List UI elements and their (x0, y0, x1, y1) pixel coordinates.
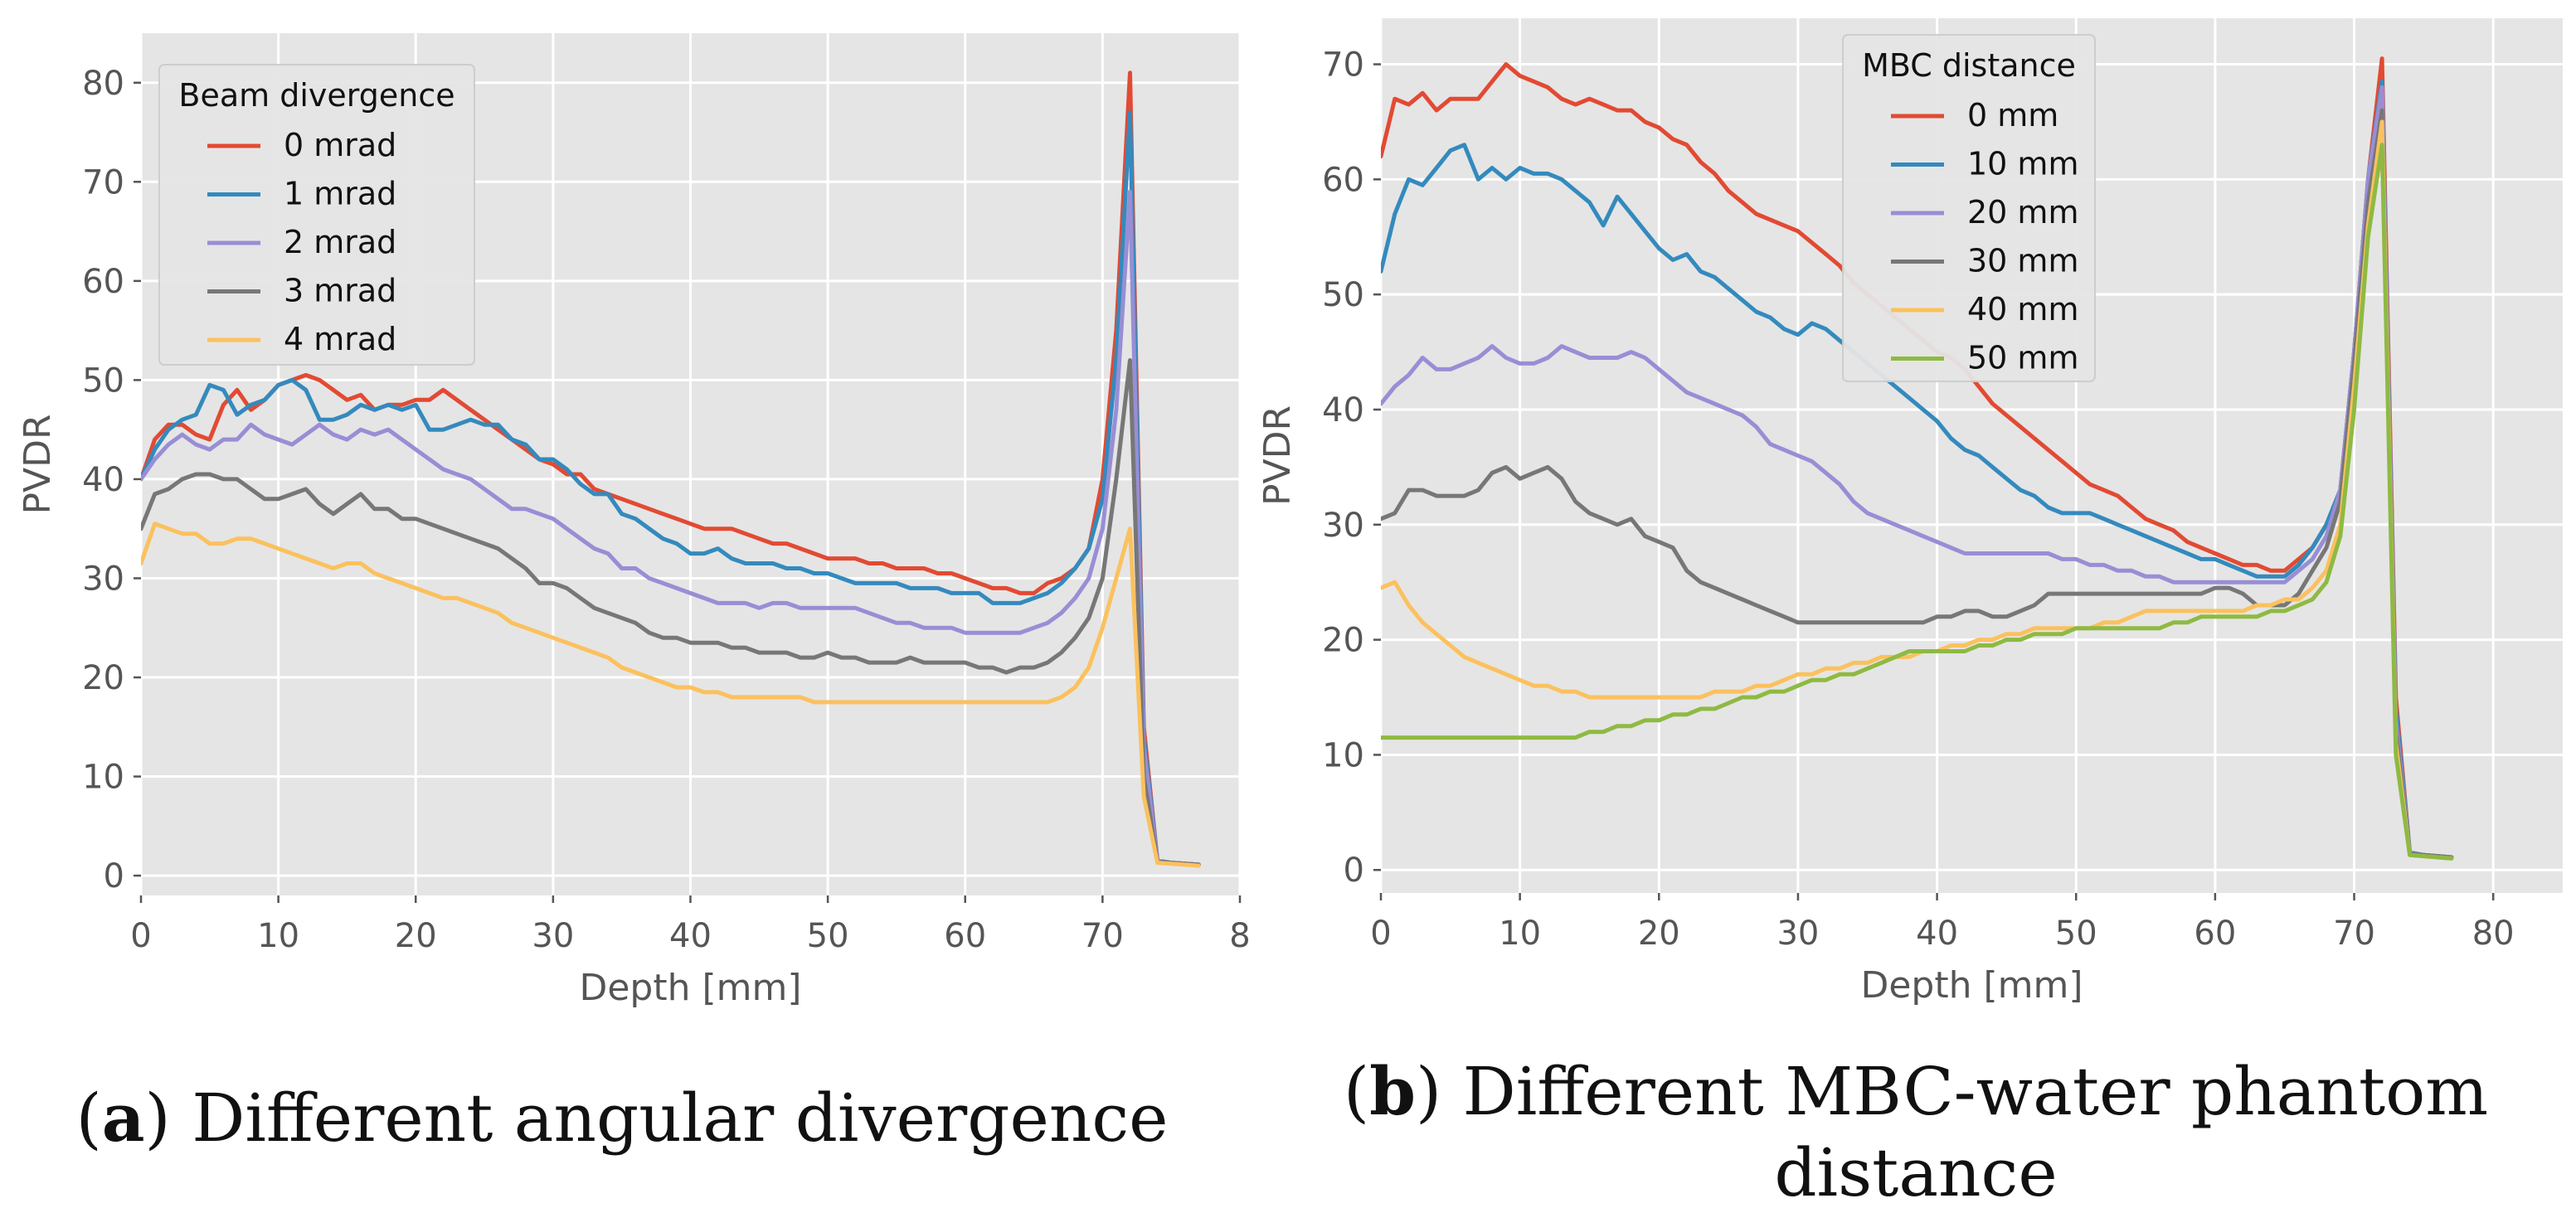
y-tick-label: 40 (1322, 391, 1364, 429)
series-line (141, 358, 1201, 867)
legend-label: 50 mm (1967, 340, 2078, 376)
x-tick-label: 20 (395, 917, 437, 955)
legend-box (1842, 34, 2096, 382)
y-axis-label: PVDR (17, 414, 59, 514)
legend-title: Beam divergence (178, 77, 454, 114)
x-tick-label: 50 (2055, 915, 2097, 953)
y-tick-label: 70 (82, 163, 124, 201)
x-tick-label: 30 (1776, 915, 1819, 953)
legend-title: MBC distance (1862, 47, 2076, 84)
legend-label: 40 mm (1967, 291, 2078, 328)
legend-label: 20 mm (1967, 194, 2078, 230)
series-line (1381, 85, 2454, 860)
y-tick-label: 40 (82, 461, 124, 499)
series-line (141, 110, 1201, 867)
y-tick-label: 0 (104, 857, 124, 895)
x-tick-label: 70 (2333, 915, 2375, 953)
x-tick-label: 60 (944, 917, 986, 955)
series-group (141, 70, 1201, 868)
series-line (1381, 79, 2454, 860)
y-tick-label: 30 (1322, 507, 1364, 545)
x-tick-label: 30 (532, 917, 574, 955)
y-axis-label: PVDR (1256, 405, 1299, 506)
y-tick-label: 20 (1322, 622, 1364, 660)
y-tick-label: 60 (1322, 161, 1364, 199)
x-tick-label: 0 (130, 917, 151, 955)
x-tick-label: 80 (2472, 915, 2515, 953)
series-line (141, 70, 1201, 867)
series-line (141, 522, 1201, 868)
y-tick-label: 0 (1344, 852, 1364, 890)
legend-label: 0 mrad (284, 127, 396, 163)
x-tick-label: 10 (257, 917, 299, 955)
x-axis-label: Depth [mm] (579, 967, 801, 1009)
y-tick-label: 30 (82, 560, 124, 598)
caption-b: (b) Different MBC-water phantom distance (1343, 1052, 2489, 1211)
y-tick-label: 80 (82, 65, 124, 103)
series-line (1381, 143, 2454, 861)
legend-label: 0 mm (1967, 97, 2058, 133)
y-tick-label: 50 (82, 361, 124, 400)
legend-label: 4 mrad (284, 321, 396, 357)
x-axis-label: Depth [mm] (1860, 964, 2083, 1007)
series-line (141, 189, 1201, 867)
y-tick-label: 70 (1322, 46, 1364, 85)
caption-a: (a) Different angular divergence (75, 1079, 1169, 1157)
y-tick-label: 10 (82, 759, 124, 797)
x-tick-label: 70 (1081, 917, 1124, 955)
x-tick-label: 60 (2194, 915, 2236, 953)
y-tick-label: 60 (82, 263, 124, 301)
legend-label: 1 mrad (284, 176, 396, 212)
series-line (1381, 119, 2454, 861)
legend-label: 30 mm (1967, 243, 2078, 279)
x-tick-label: 40 (669, 917, 712, 955)
legend: MBC distance 0 mm 10 mm 20 mm 30 mm 40 mm 50 m… (1842, 34, 2096, 382)
y-tick-label: 50 (1322, 276, 1364, 314)
x-tick-label: 8 (1229, 917, 1250, 955)
legend-label: 10 mm (1967, 146, 2078, 182)
x-tick-label: 0 (1370, 915, 1391, 953)
x-tick-label: 10 (1499, 915, 1541, 953)
series-group (1381, 56, 2454, 861)
x-tick-label: 40 (1916, 915, 1958, 953)
legend-label: 2 mrad (284, 224, 396, 260)
y-tick-label: 10 (1322, 736, 1364, 774)
legend: Beam divergence 0 mrad 1 mrad 2 mrad 3 mrad 4… (158, 64, 475, 366)
legend-label: 3 mrad (284, 273, 396, 309)
x-tick-label: 20 (1638, 915, 1680, 953)
chart-panel-b: 0 10 20 30 40 50 60 70 80 0 10 20 30 40 50 60 70 Depth [m… (1256, 18, 2563, 1007)
y-tick-label: 20 (82, 659, 124, 697)
x-tick-label: 50 (807, 917, 849, 955)
